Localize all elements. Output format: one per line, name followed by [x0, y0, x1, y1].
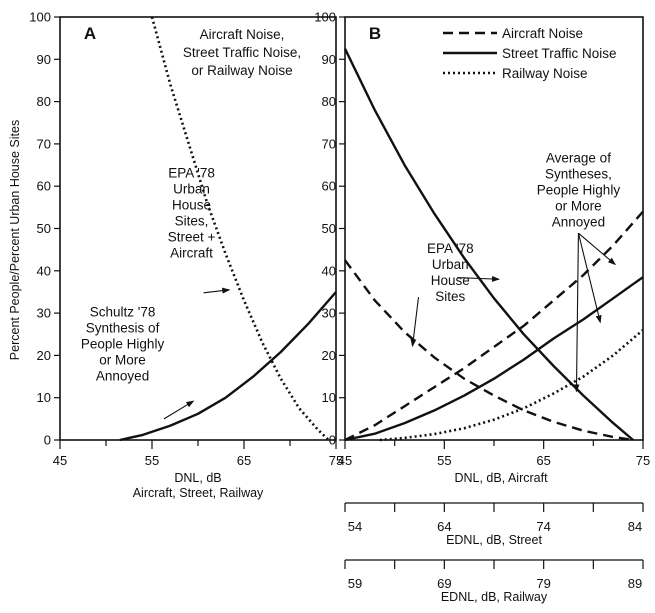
y-tick-label: 20	[322, 348, 336, 363]
panel-b: 0 10 20 30 40 50 60 70 80 90 100 45 55 65 75 DNL, dB, A…	[314, 10, 650, 486]
noise-source-note: Street Traffic Noise,	[183, 45, 301, 60]
annotation-arrow	[457, 275, 500, 282]
y-tick-label: 80	[37, 94, 51, 109]
annotation-text: EPA '78	[168, 166, 215, 181]
x-tick-label: 55	[437, 453, 451, 468]
panel-label: B	[369, 24, 381, 43]
series-line-solid	[343, 48, 634, 441]
annotation-text: Street +	[168, 230, 216, 245]
legend-label: Aircraft Noise	[502, 26, 583, 41]
x-tick-label: 75	[329, 453, 343, 468]
annotation-text: House	[172, 198, 211, 213]
series-line-dotted	[379, 329, 644, 442]
annotation-text: EPA '78	[427, 241, 474, 256]
x-tick-label: 55	[145, 453, 159, 468]
annotation-text: Aircraft	[170, 246, 213, 261]
y-tick-label: 80	[322, 94, 336, 109]
annotation-text: Urban	[173, 182, 210, 197]
series-line-dotted	[150, 16, 330, 441]
legend-label: Street Traffic Noise	[502, 46, 617, 61]
annotation-text: Sites	[435, 289, 465, 304]
annotation-text: Synthesis of	[86, 320, 160, 335]
y-tick-label: 40	[37, 263, 51, 278]
annotation-text: or More	[99, 352, 146, 367]
annotation-text: Average of	[546, 151, 611, 166]
x-axis-label: Aircraft, Street, Railway	[133, 486, 264, 500]
secondary-tick-label: 54	[348, 519, 362, 534]
annotation-text: or More	[555, 199, 602, 214]
y-tick-label: 100	[314, 10, 336, 25]
secondary-tick-label: 79	[536, 576, 550, 591]
y-tick-label: 0	[329, 433, 336, 448]
y-tick-label: 70	[37, 136, 51, 151]
annotation-arrow	[163, 400, 195, 420]
annotation-text: House	[431, 273, 470, 288]
series-line-solid	[119, 291, 337, 442]
x-tick-label: 45	[338, 453, 352, 468]
y-tick-label: 20	[37, 348, 51, 363]
annotation-arrow	[577, 233, 602, 324]
y-tick-label: 90	[37, 52, 51, 67]
secondary-axis-label: EDNL, dB, Railway	[441, 590, 548, 604]
series-line-dashed	[344, 259, 634, 442]
x-axis-label: DNL, dB, Aircraft	[454, 471, 548, 485]
y-tick-label: 30	[37, 306, 51, 321]
annotation-text: Urban	[432, 257, 469, 272]
y-tick-label: 90	[322, 52, 336, 67]
annotation-text: Schultz '78	[90, 304, 156, 319]
secondary-tick-label: 69	[437, 576, 451, 591]
annotation-arrow	[573, 233, 580, 393]
annotation-text: Annoyed	[96, 368, 149, 383]
secondary-tick-label: 64	[437, 519, 451, 534]
annotation-arrow	[410, 296, 420, 348]
y-tick-label: 40	[322, 263, 336, 278]
x-tick-label: 45	[53, 453, 67, 468]
x-tick-label: 65	[536, 453, 550, 468]
secondary-tick-label: 74	[536, 519, 550, 534]
annotation-text: Sites,	[175, 214, 209, 229]
y-tick-label: 70	[322, 136, 336, 151]
y-tick-label: 60	[37, 179, 51, 194]
y-tick-label: 10	[37, 390, 51, 405]
y-tick-label: 0	[44, 433, 51, 448]
annotation-arrow	[203, 287, 231, 294]
y-tick-label: 60	[322, 179, 336, 194]
annotation-text: People Highly	[537, 183, 621, 198]
annotation-arrow	[578, 232, 616, 266]
secondary-axes: 54 64 74 84 EDNL, dB, Street 59 69 79 89 EDNL, dB…	[344, 502, 644, 604]
x-tick-label: 65	[237, 453, 251, 468]
series-line-solid	[344, 276, 644, 442]
secondary-tick-label: 84	[628, 519, 642, 534]
y-axis-label: Percent People/Percent Urban House Sites	[8, 120, 22, 360]
secondary-tick-label: 59	[348, 576, 362, 591]
noise-source-note: Aircraft Noise,	[200, 27, 285, 42]
x-axis-label: DNL, dB	[174, 471, 221, 485]
series-line-dashed	[344, 210, 644, 442]
y-tick-label: 10	[322, 390, 336, 405]
noise-source-note: or Railway Noise	[191, 63, 292, 78]
secondary-tick-label: 89	[628, 576, 642, 591]
legend-label: Railway Noise	[502, 66, 588, 81]
y-tick-label: 50	[37, 221, 51, 236]
secondary-axis-label: EDNL, dB, Street	[446, 533, 542, 547]
annotation-text: Annoyed	[552, 215, 605, 230]
panel-label: A	[84, 24, 96, 43]
x-tick-label: 75	[636, 453, 650, 468]
y-tick-label: 30	[322, 306, 336, 321]
y-tick-label: 50	[322, 221, 336, 236]
y-tick-label: 100	[29, 10, 51, 25]
annotation-text: People Highly	[81, 336, 165, 351]
annotation-text: Syntheses,	[545, 167, 612, 182]
